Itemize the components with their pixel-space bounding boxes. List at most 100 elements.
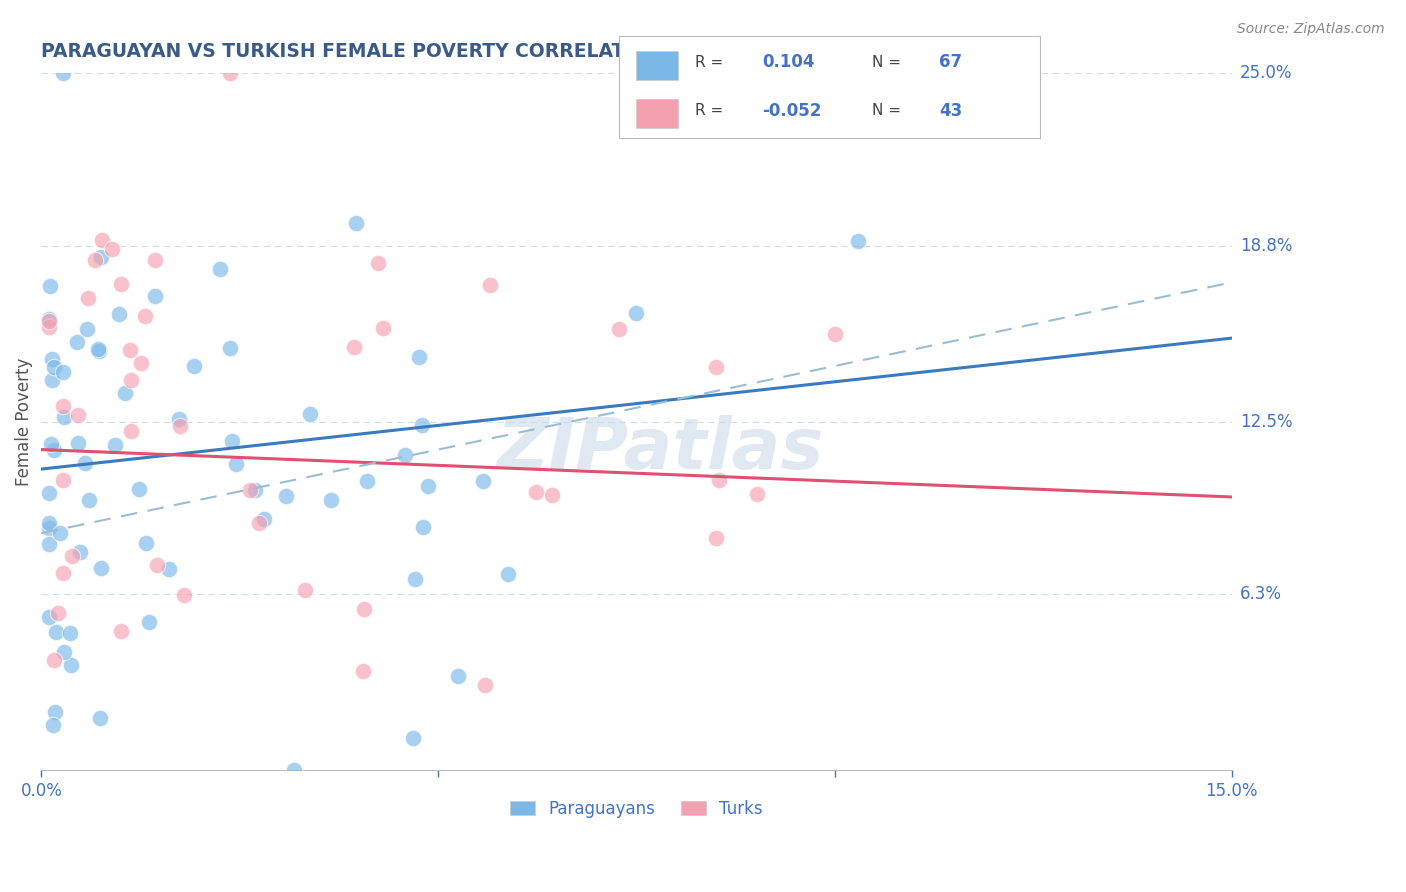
Point [225, 457, 247, 471]
Point [41, 373, 63, 387]
Point [394, 448, 416, 462]
Point [120, 373, 142, 387]
Point [114, 385, 136, 400]
Point [118, 343, 141, 358]
Point [90, 250, 112, 264]
Point [472, 474, 495, 488]
Point [283, 763, 305, 777]
Point [49, 526, 72, 541]
Point [371, 321, 394, 335]
Point [704, 531, 727, 545]
Text: 43: 43 [939, 102, 963, 120]
Point [76, 322, 98, 336]
Point [134, 309, 156, 323]
Point [245, 483, 267, 497]
Point [42, 360, 65, 375]
FancyBboxPatch shape [636, 99, 678, 128]
Point [342, 340, 364, 354]
Point [77, 493, 100, 508]
Point [498, 567, 520, 582]
Point [91, 233, 114, 247]
Point [173, 588, 195, 602]
Point [447, 669, 470, 683]
Point [67, 435, 90, 450]
Point [38, 279, 60, 293]
Text: 0.104: 0.104 [762, 54, 814, 71]
Point [38, 319, 60, 334]
Point [143, 288, 166, 302]
Point [38, 536, 60, 550]
Point [128, 482, 150, 496]
Point [356, 474, 378, 488]
Point [44, 442, 66, 457]
Text: 12.5%: 12.5% [1240, 413, 1292, 431]
Text: PARAGUAYAN VS TURKISH FEMALE POVERTY CORRELATION CHART: PARAGUAYAN VS TURKISH FEMALE POVERTY COR… [41, 42, 741, 61]
Point [626, 305, 648, 319]
Point [101, 243, 124, 257]
Point [143, 253, 166, 268]
Point [42, 653, 65, 667]
Point [38, 516, 60, 531]
Point [474, 678, 496, 692]
Point [59, 626, 82, 640]
Point [53, 409, 76, 424]
Point [52, 399, 75, 413]
Point [704, 359, 727, 374]
Point [169, 419, 191, 434]
Point [87, 342, 110, 356]
Point [52, 566, 75, 581]
Point [247, 516, 270, 531]
Y-axis label: Female Poverty: Female Poverty [15, 358, 32, 486]
Point [60, 658, 83, 673]
Point [344, 217, 367, 231]
Text: N =: N = [872, 103, 901, 118]
Point [38, 521, 60, 535]
Point [294, 583, 316, 598]
Point [120, 424, 142, 438]
Point [77, 291, 100, 305]
Point [146, 558, 169, 573]
Point [46, 606, 69, 620]
Point [218, 66, 240, 80]
Point [412, 520, 434, 534]
Point [73, 456, 96, 470]
Point [108, 308, 131, 322]
Point [221, 434, 243, 449]
Point [52, 473, 75, 487]
Text: N =: N = [872, 54, 901, 70]
Point [90, 561, 112, 575]
Point [352, 664, 374, 678]
Point [52, 365, 75, 379]
Legend: Paraguayans, Turks: Paraguayans, Turks [503, 793, 769, 824]
Point [38, 311, 60, 326]
Point [38, 314, 60, 328]
Text: 67: 67 [939, 54, 962, 71]
Point [402, 731, 425, 745]
Point [169, 411, 191, 425]
Point [408, 351, 430, 365]
Point [319, 492, 342, 507]
Point [135, 536, 157, 550]
Point [45, 625, 67, 640]
Point [89, 343, 111, 358]
Point [53, 645, 76, 659]
Point [607, 322, 630, 336]
Point [66, 334, 89, 349]
Point [367, 256, 389, 270]
Point [478, 277, 501, 292]
Point [411, 418, 433, 433]
Point [253, 512, 276, 526]
Point [524, 485, 547, 500]
Point [418, 478, 440, 492]
Point [404, 573, 426, 587]
Text: R =: R = [695, 54, 723, 70]
Text: 6.3%: 6.3% [1240, 585, 1282, 604]
Point [44, 706, 66, 720]
Point [824, 326, 846, 341]
Point [129, 356, 152, 370]
Point [66, 408, 89, 422]
Point [745, 487, 768, 501]
Point [83, 253, 105, 268]
Point [274, 490, 297, 504]
Point [52, 66, 75, 80]
